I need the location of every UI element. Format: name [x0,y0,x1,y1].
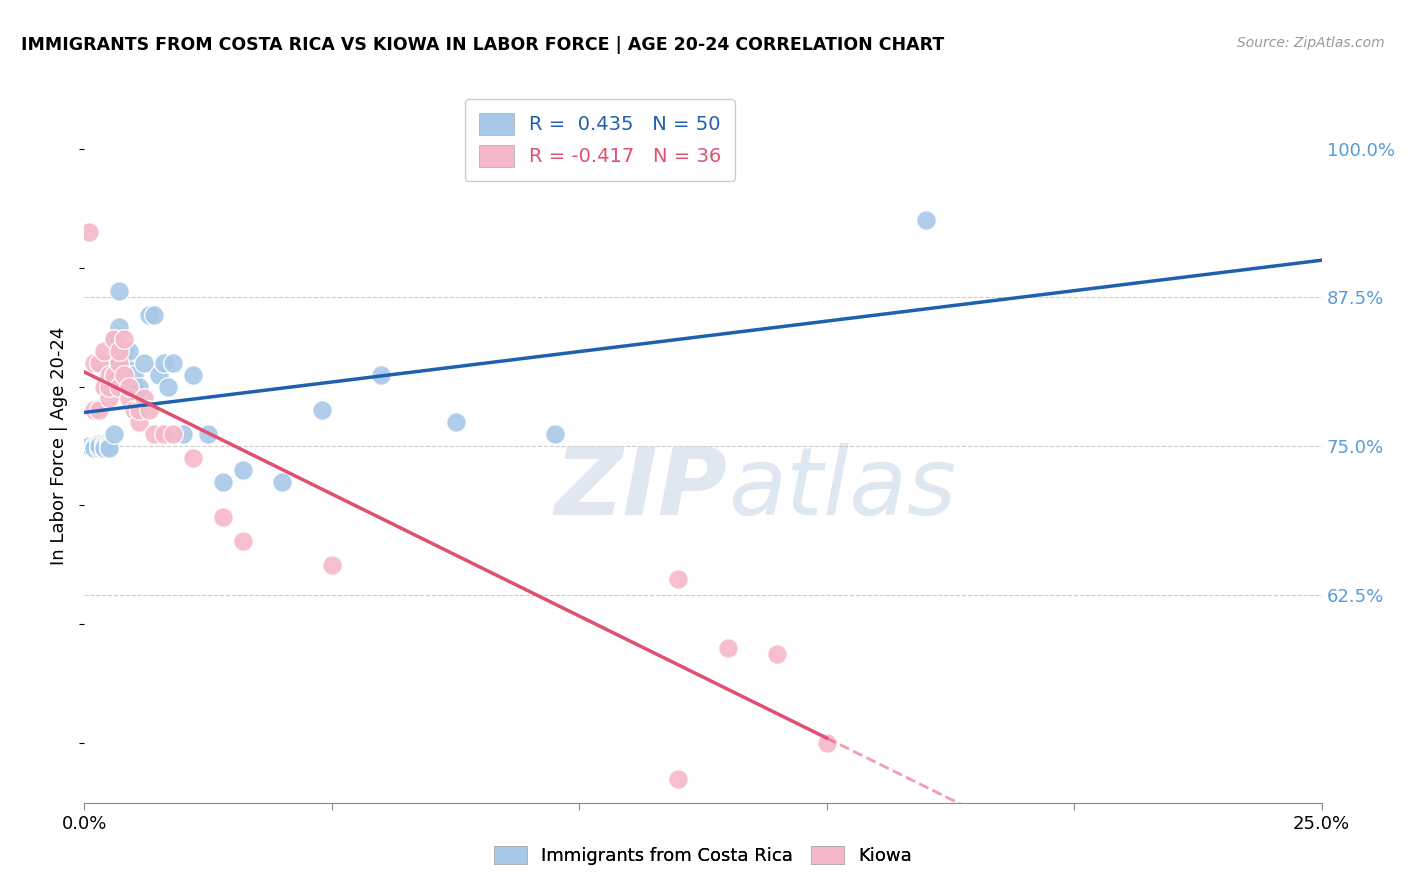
Point [138,403,160,417]
Point [717,641,740,656]
Point [321,558,343,572]
Point [112,368,135,382]
Point [98,368,121,382]
Y-axis label: In Labor Force | Age 20-24: In Labor Force | Age 20-24 [51,326,69,566]
Point [103,356,125,370]
Point [103,427,125,442]
Point [815,736,838,750]
Point [108,343,131,358]
Point [118,343,141,358]
Point [666,572,689,586]
Point [122,379,145,393]
Point [232,463,254,477]
Point [128,379,150,393]
Point [112,368,135,382]
Point [98,439,121,453]
Point [103,379,125,393]
Text: atlas: atlas [728,443,956,534]
Point [93,439,115,453]
Point [103,368,125,382]
Point [89,356,111,370]
Point [79,225,101,239]
Point [128,415,150,429]
Point [271,475,294,489]
Point [83,403,105,417]
Point [138,308,160,322]
Point [172,427,194,442]
Point [122,403,145,417]
Point [108,320,131,334]
Point [93,442,115,456]
Point [142,427,165,442]
Text: Source: ZipAtlas.com: Source: ZipAtlas.com [1237,36,1385,50]
Legend: Immigrants from Costa Rica, Kiowa: Immigrants from Costa Rica, Kiowa [486,838,920,872]
Point [212,475,235,489]
Point [132,356,155,370]
Point [98,439,121,453]
Text: ZIP: ZIP [555,442,728,535]
Point [132,392,155,406]
Point [112,332,135,346]
Point [118,379,141,393]
Point [311,403,333,417]
Point [370,368,392,382]
Point [543,427,565,442]
Point [118,392,141,406]
Point [152,356,174,370]
Point [98,442,121,456]
Point [122,368,145,382]
Point [89,439,111,453]
Point [89,436,111,450]
Point [181,450,204,465]
Point [914,213,936,227]
Point [128,403,150,417]
Point [79,439,101,453]
Point [98,442,121,456]
Point [83,439,105,453]
Point [212,510,235,524]
Point [112,343,135,358]
Point [142,308,165,322]
Point [93,343,115,358]
Point [103,332,125,346]
Point [128,403,150,417]
Point [89,439,111,453]
Point [93,436,115,450]
Point [83,442,105,456]
Point [93,442,115,456]
Point [148,368,170,382]
Point [162,356,184,370]
Point [103,332,125,346]
Point [108,285,131,299]
Point [118,379,141,393]
Point [162,427,184,442]
Point [181,368,204,382]
Point [666,772,689,786]
Point [112,356,135,370]
Point [98,436,121,450]
Point [766,647,789,661]
Point [89,403,111,417]
Point [89,442,111,456]
Point [197,427,219,442]
Point [444,415,467,429]
Point [108,356,131,370]
Point [108,379,131,393]
Point [93,379,115,393]
Point [98,379,121,393]
Point [108,379,131,393]
Text: IMMIGRANTS FROM COSTA RICA VS KIOWA IN LABOR FORCE | AGE 20-24 CORRELATION CHART: IMMIGRANTS FROM COSTA RICA VS KIOWA IN L… [21,36,945,54]
Point [157,379,180,393]
Point [83,356,105,370]
Point [98,392,121,406]
Point [152,427,174,442]
Point [232,534,254,549]
